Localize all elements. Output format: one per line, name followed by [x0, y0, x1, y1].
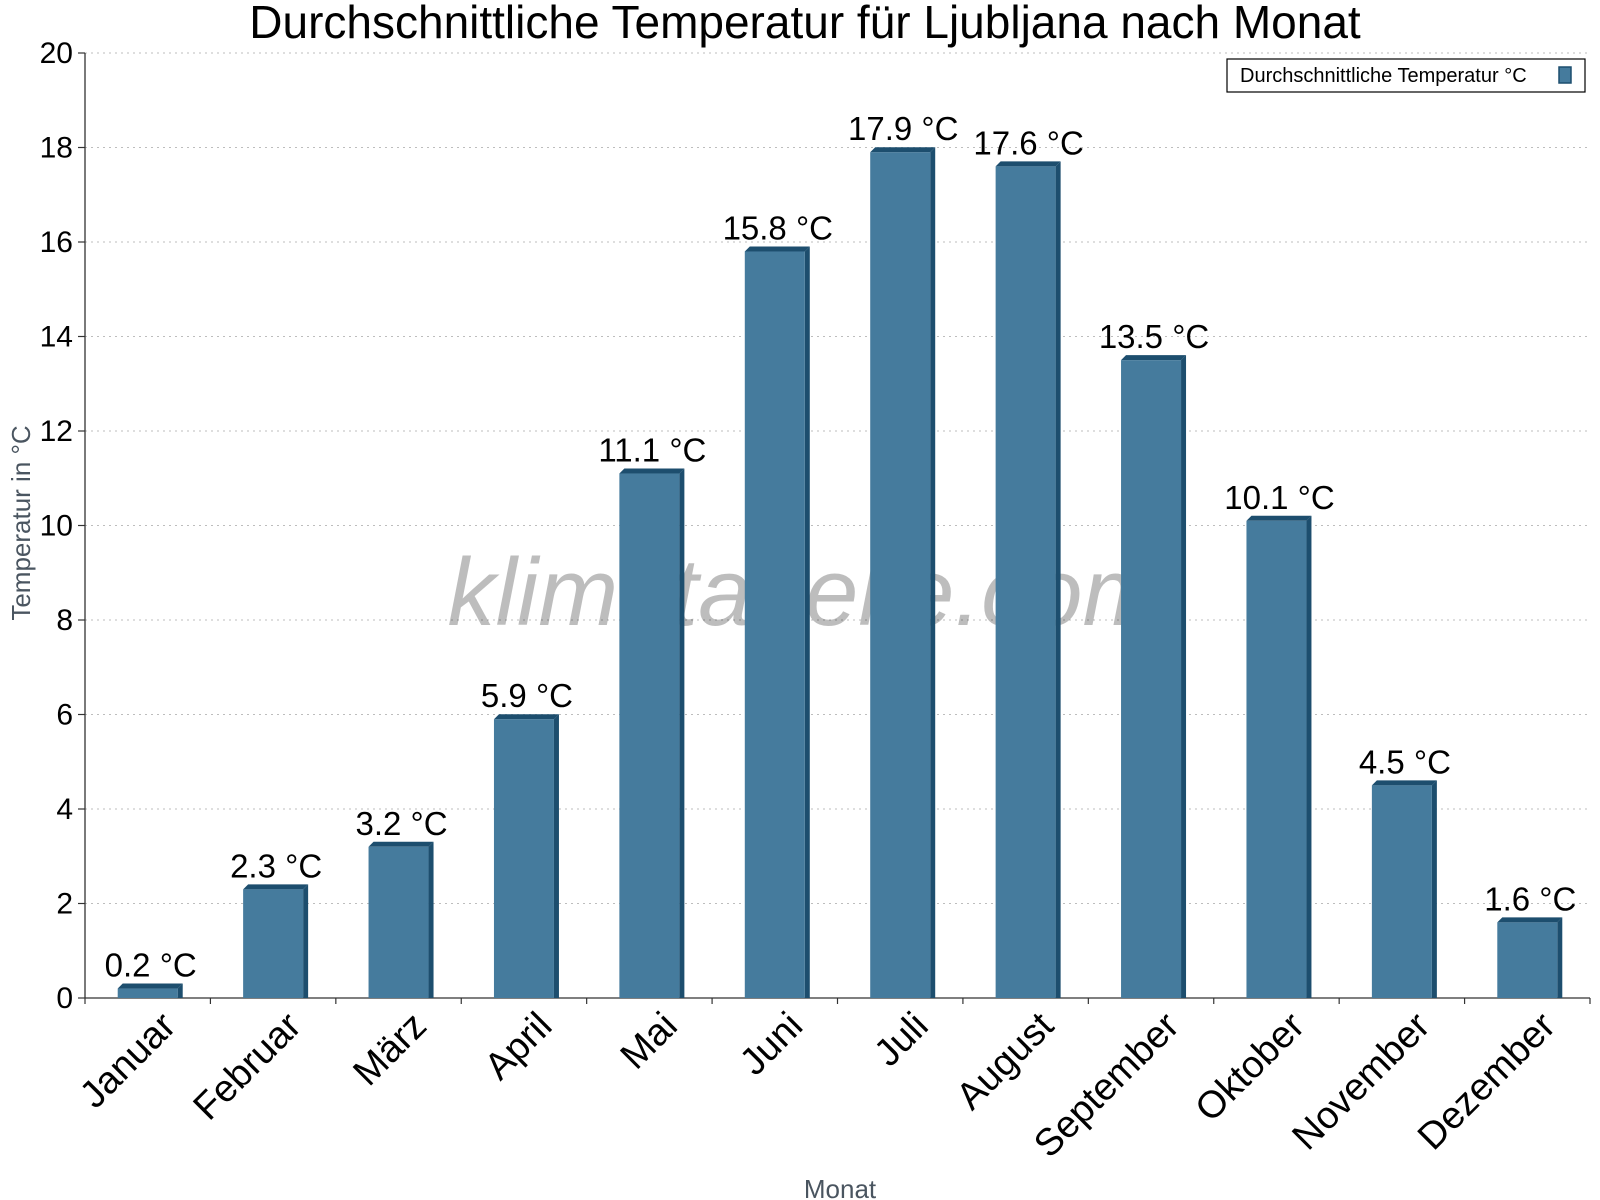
- y-tick-label: 8: [56, 604, 73, 637]
- data-label: 10.1 °C: [1224, 479, 1334, 516]
- legend-swatch: [1558, 66, 1572, 84]
- x-axis-title: Monat: [804, 1174, 877, 1200]
- bar-top: [117, 983, 183, 989]
- y-tick-label: 0: [56, 982, 73, 1015]
- y-tick-labels: 0 2 4 6 8 10 12 14 16 18 20: [40, 37, 73, 1015]
- data-label: 17.6 °C: [973, 124, 1083, 161]
- bar-side: [1055, 161, 1061, 998]
- legend: Durchschnittliche Temperatur °C: [1226, 58, 1586, 93]
- x-tick-labels: Januar Februar März April Mai Juni Juli AugustS…: [72, 1004, 1564, 1165]
- bar-november: [1371, 780, 1437, 998]
- x-tick-label: Dezember: [1410, 1004, 1564, 1158]
- y-axis-title: Temperatur in °C: [6, 425, 36, 620]
- data-label: 17.9 °C: [848, 110, 958, 147]
- gridlines: [85, 52, 1590, 904]
- x-tick-label: Januar: [72, 1004, 184, 1116]
- x-tick-label: März: [345, 1005, 434, 1094]
- bar-top: [368, 841, 434, 847]
- data-label: 4.5 °C: [1359, 743, 1451, 780]
- bar-august: [995, 161, 1061, 998]
- y-tick-label: 10: [40, 510, 73, 543]
- bar-side: [804, 246, 810, 998]
- bar-dezember: [1497, 917, 1563, 998]
- bar-top: [744, 246, 810, 252]
- data-label: 2.3 °C: [230, 847, 322, 884]
- bar-side: [1431, 780, 1437, 998]
- bar-side: [930, 147, 936, 999]
- bar-märz: [368, 841, 434, 998]
- data-label: 11.1 °C: [598, 432, 706, 469]
- data-label: 5.9 °C: [481, 677, 573, 714]
- bar-top: [1246, 515, 1312, 521]
- x-tick-label: April: [477, 1005, 560, 1088]
- bar-top: [1121, 355, 1187, 361]
- bar-oktober: [1246, 515, 1312, 998]
- bar-side: [303, 884, 309, 998]
- bar-top: [870, 147, 936, 153]
- bar-side: [679, 468, 685, 998]
- legend-box: [1226, 58, 1586, 93]
- chart-title: Durchschnittliche Temperatur für Ljublja…: [249, 0, 1361, 48]
- bar-side: [428, 841, 434, 998]
- bar-februar: [243, 884, 309, 998]
- data-label: 0.2 °C: [105, 947, 197, 984]
- x-tick-label: Juli: [867, 1005, 937, 1075]
- y-tick-label: 12: [40, 415, 73, 448]
- y-tick-label: 18: [40, 132, 73, 165]
- bar-september: [1121, 355, 1187, 998]
- bar-front: [117, 988, 178, 998]
- x-tick-label: Mai: [613, 1005, 686, 1078]
- y-tick-label: 20: [40, 37, 73, 70]
- y-tick-label: 14: [40, 321, 73, 354]
- bar-front: [744, 251, 805, 998]
- bar-top: [1497, 917, 1563, 923]
- bar-side: [177, 983, 183, 998]
- bar-front: [1121, 360, 1182, 998]
- bar-front: [493, 719, 554, 998]
- bar-front: [619, 473, 680, 998]
- axes: [78, 52, 1591, 1004]
- x-tick-label: August: [949, 1004, 1063, 1118]
- x-tick-label: Februar: [186, 1004, 310, 1128]
- bar-juni: [744, 246, 810, 998]
- y-tick-label: 4: [56, 793, 73, 826]
- data-label: 15.8 °C: [723, 209, 833, 246]
- data-label: 13.5 °C: [1099, 318, 1209, 355]
- bar-top: [995, 161, 1061, 167]
- bar-front: [1497, 922, 1558, 998]
- bar-juli: [870, 147, 936, 999]
- bar-front: [995, 166, 1056, 998]
- bar-front: [870, 152, 931, 999]
- bar-mai: [619, 468, 685, 998]
- legend-label: Durchschnittliche Temperatur °C: [1240, 65, 1527, 87]
- bar-top: [1371, 780, 1437, 786]
- bar-front: [1371, 785, 1432, 998]
- bar-top: [619, 468, 685, 474]
- bar-side: [1181, 355, 1187, 998]
- bars: [117, 147, 1563, 999]
- bar-april: [493, 714, 559, 998]
- bar-top: [493, 714, 559, 720]
- bar-front: [368, 846, 429, 998]
- x-tick-label: Juni: [732, 1005, 811, 1084]
- bar-front: [1246, 520, 1307, 998]
- data-label: 1.6 °C: [1484, 880, 1576, 917]
- bar-side: [1557, 917, 1563, 998]
- bar-side: [1306, 515, 1312, 998]
- y-tick-label: 2: [56, 888, 73, 921]
- y-tick-label: 6: [56, 699, 73, 732]
- data-labels: 0.2 °C 2.3 °C 3.2 °C 5.9 °C 11.1 °C 15.8 °C 17…: [105, 110, 1577, 983]
- bar-front: [243, 889, 304, 998]
- data-label: 3.2 °C: [356, 805, 448, 842]
- bar-januar: [117, 983, 183, 998]
- bar-top: [243, 884, 309, 890]
- x-tick-label: Oktober: [1188, 1004, 1314, 1130]
- bar-side: [553, 714, 559, 998]
- y-tick-label: 16: [40, 226, 73, 259]
